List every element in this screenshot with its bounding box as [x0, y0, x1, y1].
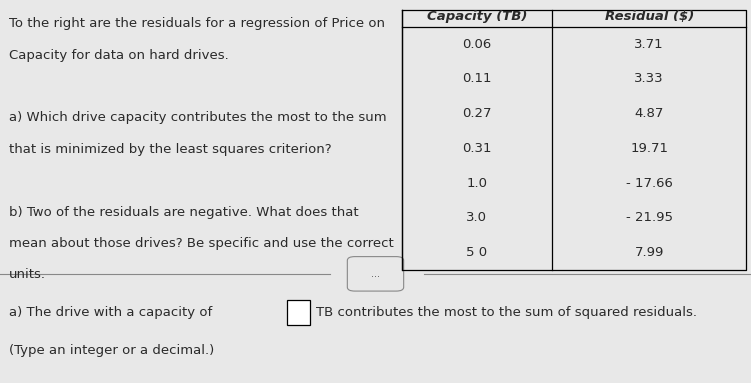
Text: a) The drive with a capacity of: a) The drive with a capacity of: [9, 306, 213, 319]
Text: To the right are the residuals for a regression of Price on: To the right are the residuals for a reg…: [9, 17, 385, 30]
Text: Residual ($): Residual ($): [605, 10, 694, 23]
Text: 7.99: 7.99: [635, 246, 664, 259]
Text: 1.0: 1.0: [466, 177, 487, 190]
Text: 19.71: 19.71: [630, 142, 668, 155]
Text: - 21.95: - 21.95: [626, 211, 673, 224]
Text: Capacity for data on hard drives.: Capacity for data on hard drives.: [9, 49, 229, 62]
Text: 0.31: 0.31: [462, 142, 492, 155]
Text: that is minimized by the least squares criterion?: that is minimized by the least squares c…: [9, 143, 332, 156]
Text: - 17.66: - 17.66: [626, 177, 673, 190]
Text: 3.0: 3.0: [466, 211, 487, 224]
Text: 0.06: 0.06: [463, 38, 491, 51]
Text: TB contributes the most to the sum of squared residuals.: TB contributes the most to the sum of sq…: [316, 306, 697, 319]
Text: 0.27: 0.27: [462, 107, 492, 120]
Text: Capacity (TB): Capacity (TB): [427, 10, 527, 23]
Text: ...: ...: [371, 269, 380, 279]
Text: 3.33: 3.33: [635, 72, 664, 85]
Text: 5 0: 5 0: [466, 246, 487, 259]
Text: 4.87: 4.87: [635, 107, 664, 120]
Text: b) Two of the residuals are negative. What does that: b) Two of the residuals are negative. Wh…: [9, 206, 359, 219]
Text: 0.11: 0.11: [462, 72, 492, 85]
Text: 3.71: 3.71: [635, 38, 664, 51]
Text: (Type an integer or a decimal.): (Type an integer or a decimal.): [9, 344, 214, 357]
Bar: [288, 300, 310, 325]
Text: mean about those drives? Be specific and use the correct: mean about those drives? Be specific and…: [9, 237, 394, 250]
Text: units.: units.: [9, 268, 46, 282]
FancyBboxPatch shape: [347, 257, 404, 291]
Text: a) Which drive capacity contributes the most to the sum: a) Which drive capacity contributes the …: [9, 111, 387, 124]
